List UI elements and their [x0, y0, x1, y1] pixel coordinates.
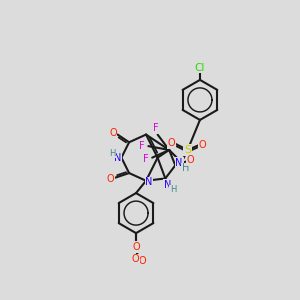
Text: N: N — [114, 153, 121, 163]
Text: N: N — [164, 180, 171, 190]
Text: O: O — [168, 138, 175, 148]
Text: H: H — [182, 164, 189, 173]
Text: F: F — [143, 154, 149, 164]
Text: S: S — [184, 145, 191, 155]
Text: Cl: Cl — [195, 63, 205, 73]
Text: F: F — [153, 123, 159, 134]
Text: O: O — [132, 243, 140, 253]
Text: O: O — [132, 242, 140, 252]
Text: N: N — [146, 177, 153, 187]
Text: O: O — [109, 128, 117, 138]
Text: O: O — [187, 155, 194, 165]
Text: H: H — [170, 185, 176, 194]
Text: O: O — [131, 254, 139, 264]
Text: N: N — [176, 158, 183, 168]
Text: O: O — [138, 256, 146, 266]
Text: F: F — [140, 141, 145, 151]
Text: O: O — [198, 140, 206, 150]
Text: H: H — [109, 148, 116, 158]
Text: O: O — [107, 174, 114, 184]
